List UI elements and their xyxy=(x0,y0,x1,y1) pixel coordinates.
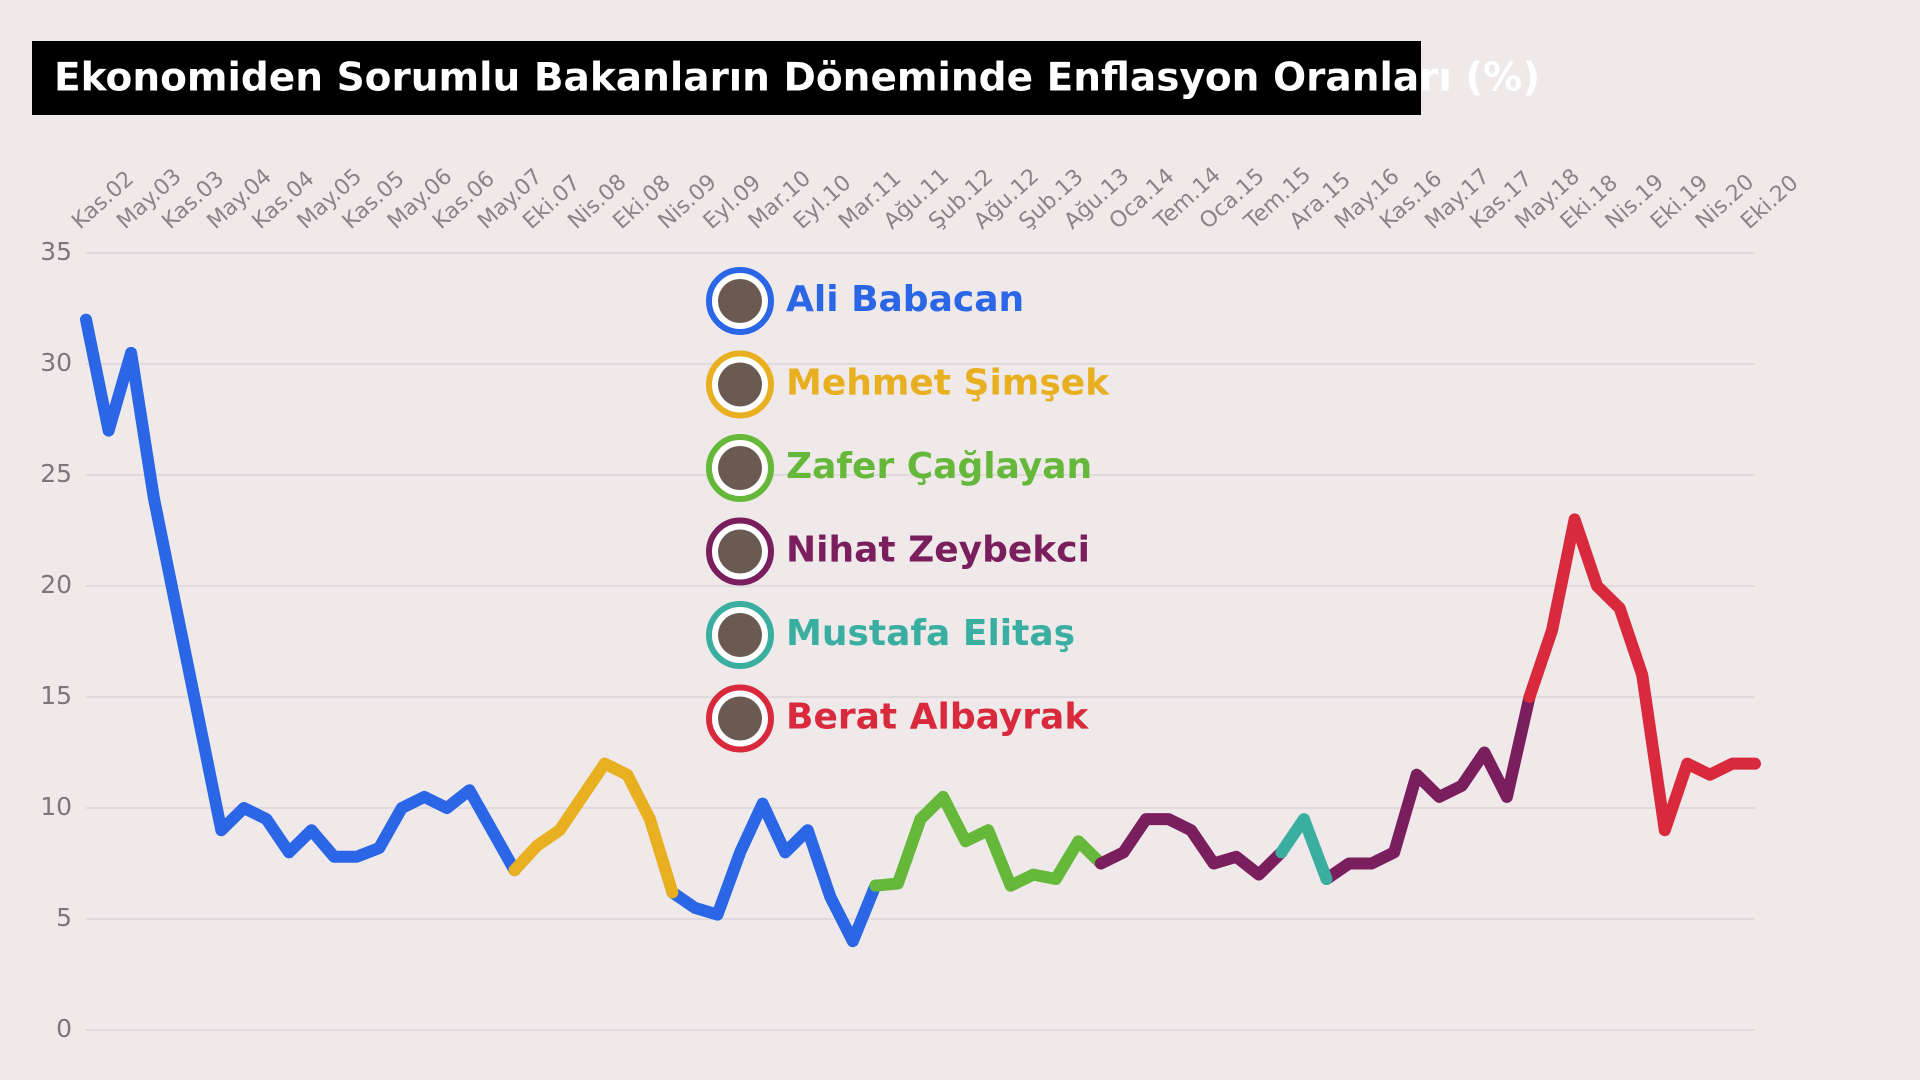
legend-photo-face xyxy=(718,279,762,323)
legend-photo-face xyxy=(718,613,762,657)
series-line xyxy=(869,790,1107,892)
series-line xyxy=(80,313,882,948)
series-line xyxy=(1275,813,1333,885)
legend-label: Zafer Çağlayan xyxy=(786,446,1092,487)
legend-photo-face xyxy=(718,446,762,490)
y-tick-label: 0 xyxy=(56,1014,72,1043)
y-tick-label: 35 xyxy=(40,237,72,266)
y-tick-label: 10 xyxy=(40,792,72,821)
series-line xyxy=(1094,691,1536,885)
lines xyxy=(80,313,1761,948)
series-line xyxy=(508,757,679,899)
legend-label: Nihat Zeybekci xyxy=(786,530,1090,571)
y-tick-label: 30 xyxy=(40,348,72,377)
chart-title: Ekonomiden Sorumlu Bakanların Döneminde … xyxy=(54,56,1540,101)
legend-label: Mustafa Elitaş xyxy=(786,613,1075,654)
y-tick-label: 25 xyxy=(40,459,72,488)
x-axis: Kas.02May.03Kas.03May.04Kas.04May.05Kas.… xyxy=(67,163,1803,236)
legend-label: Ali Babacan xyxy=(786,279,1024,320)
series-line xyxy=(1523,513,1761,837)
legend-label: Berat Albayrak xyxy=(786,697,1089,738)
title-box xyxy=(32,41,1421,115)
legend-photo-face xyxy=(718,529,762,574)
legend: Ali Babacan Mehmet Şimşek Zafer Çağlayan Ni… xyxy=(706,267,1110,753)
legend-photo-face xyxy=(718,696,762,741)
legend-label: Mehmet Şimşek xyxy=(786,363,1110,404)
y-tick-label: 20 xyxy=(40,570,72,599)
legend-photo-face xyxy=(718,362,762,407)
y-tick-label: 5 xyxy=(56,903,72,932)
y-tick-label: 15 xyxy=(40,681,72,710)
grid: 0 5 10 15 20 25 30 35 xyxy=(40,237,1755,1043)
